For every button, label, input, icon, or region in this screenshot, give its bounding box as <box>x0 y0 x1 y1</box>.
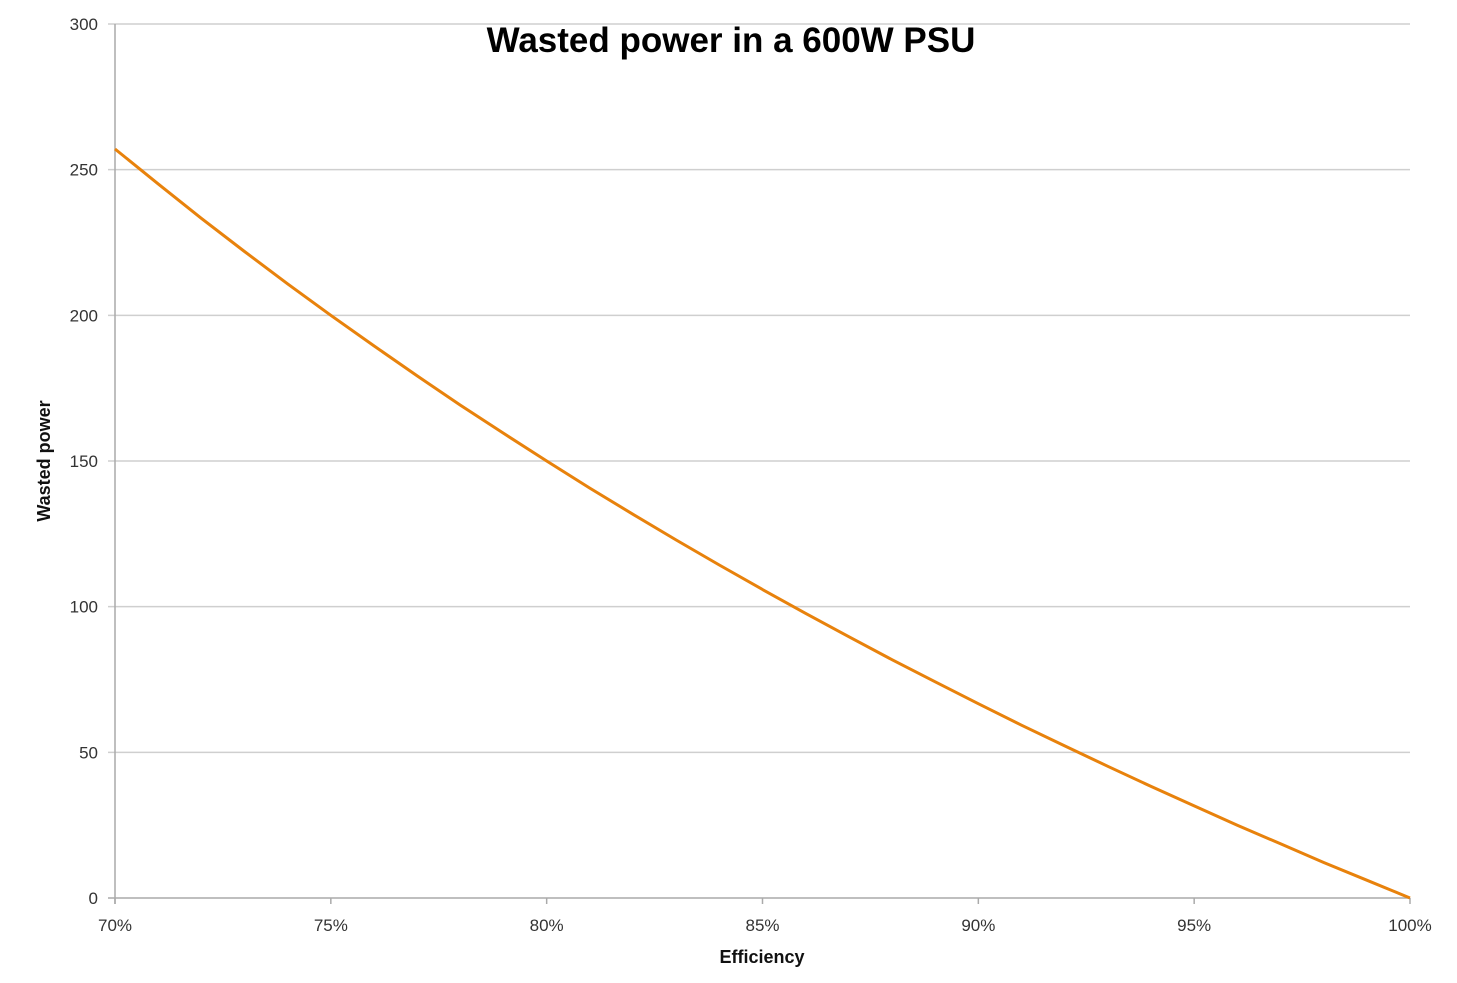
y-tick-label: 200 <box>70 306 98 325</box>
x-tick-label: 85% <box>745 916 779 935</box>
gridlines <box>108 23 1410 899</box>
x-tick-label: 75% <box>314 916 348 935</box>
series-line <box>114 147 1411 900</box>
x-axis-label: Efficiency <box>719 947 804 967</box>
x-tick-label: 100% <box>1388 916 1431 935</box>
x-tick-label: 70% <box>98 916 132 935</box>
x-tick-labels: 70% 75% 80% 85% 90% 95% 100% <box>98 916 1432 935</box>
axes <box>114 24 1411 904</box>
x-tick-label: 80% <box>530 916 564 935</box>
y-tick-label: 0 <box>89 889 98 908</box>
y-tick-label: 50 <box>79 743 98 762</box>
x-tick-label: 90% <box>961 916 995 935</box>
x-tick-label: 95% <box>1177 916 1211 935</box>
y-tick-label: 150 <box>70 452 98 471</box>
y-tick-label: 300 <box>70 15 98 34</box>
y-tick-label: 250 <box>70 161 98 180</box>
y-tick-labels: 0 50 100 150 200 250 300 <box>70 15 98 908</box>
y-axis-label: Wasted power <box>34 400 54 521</box>
y-tick-label: 100 <box>70 598 98 617</box>
chart-title: Wasted power in a 600W PSU <box>487 21 976 60</box>
